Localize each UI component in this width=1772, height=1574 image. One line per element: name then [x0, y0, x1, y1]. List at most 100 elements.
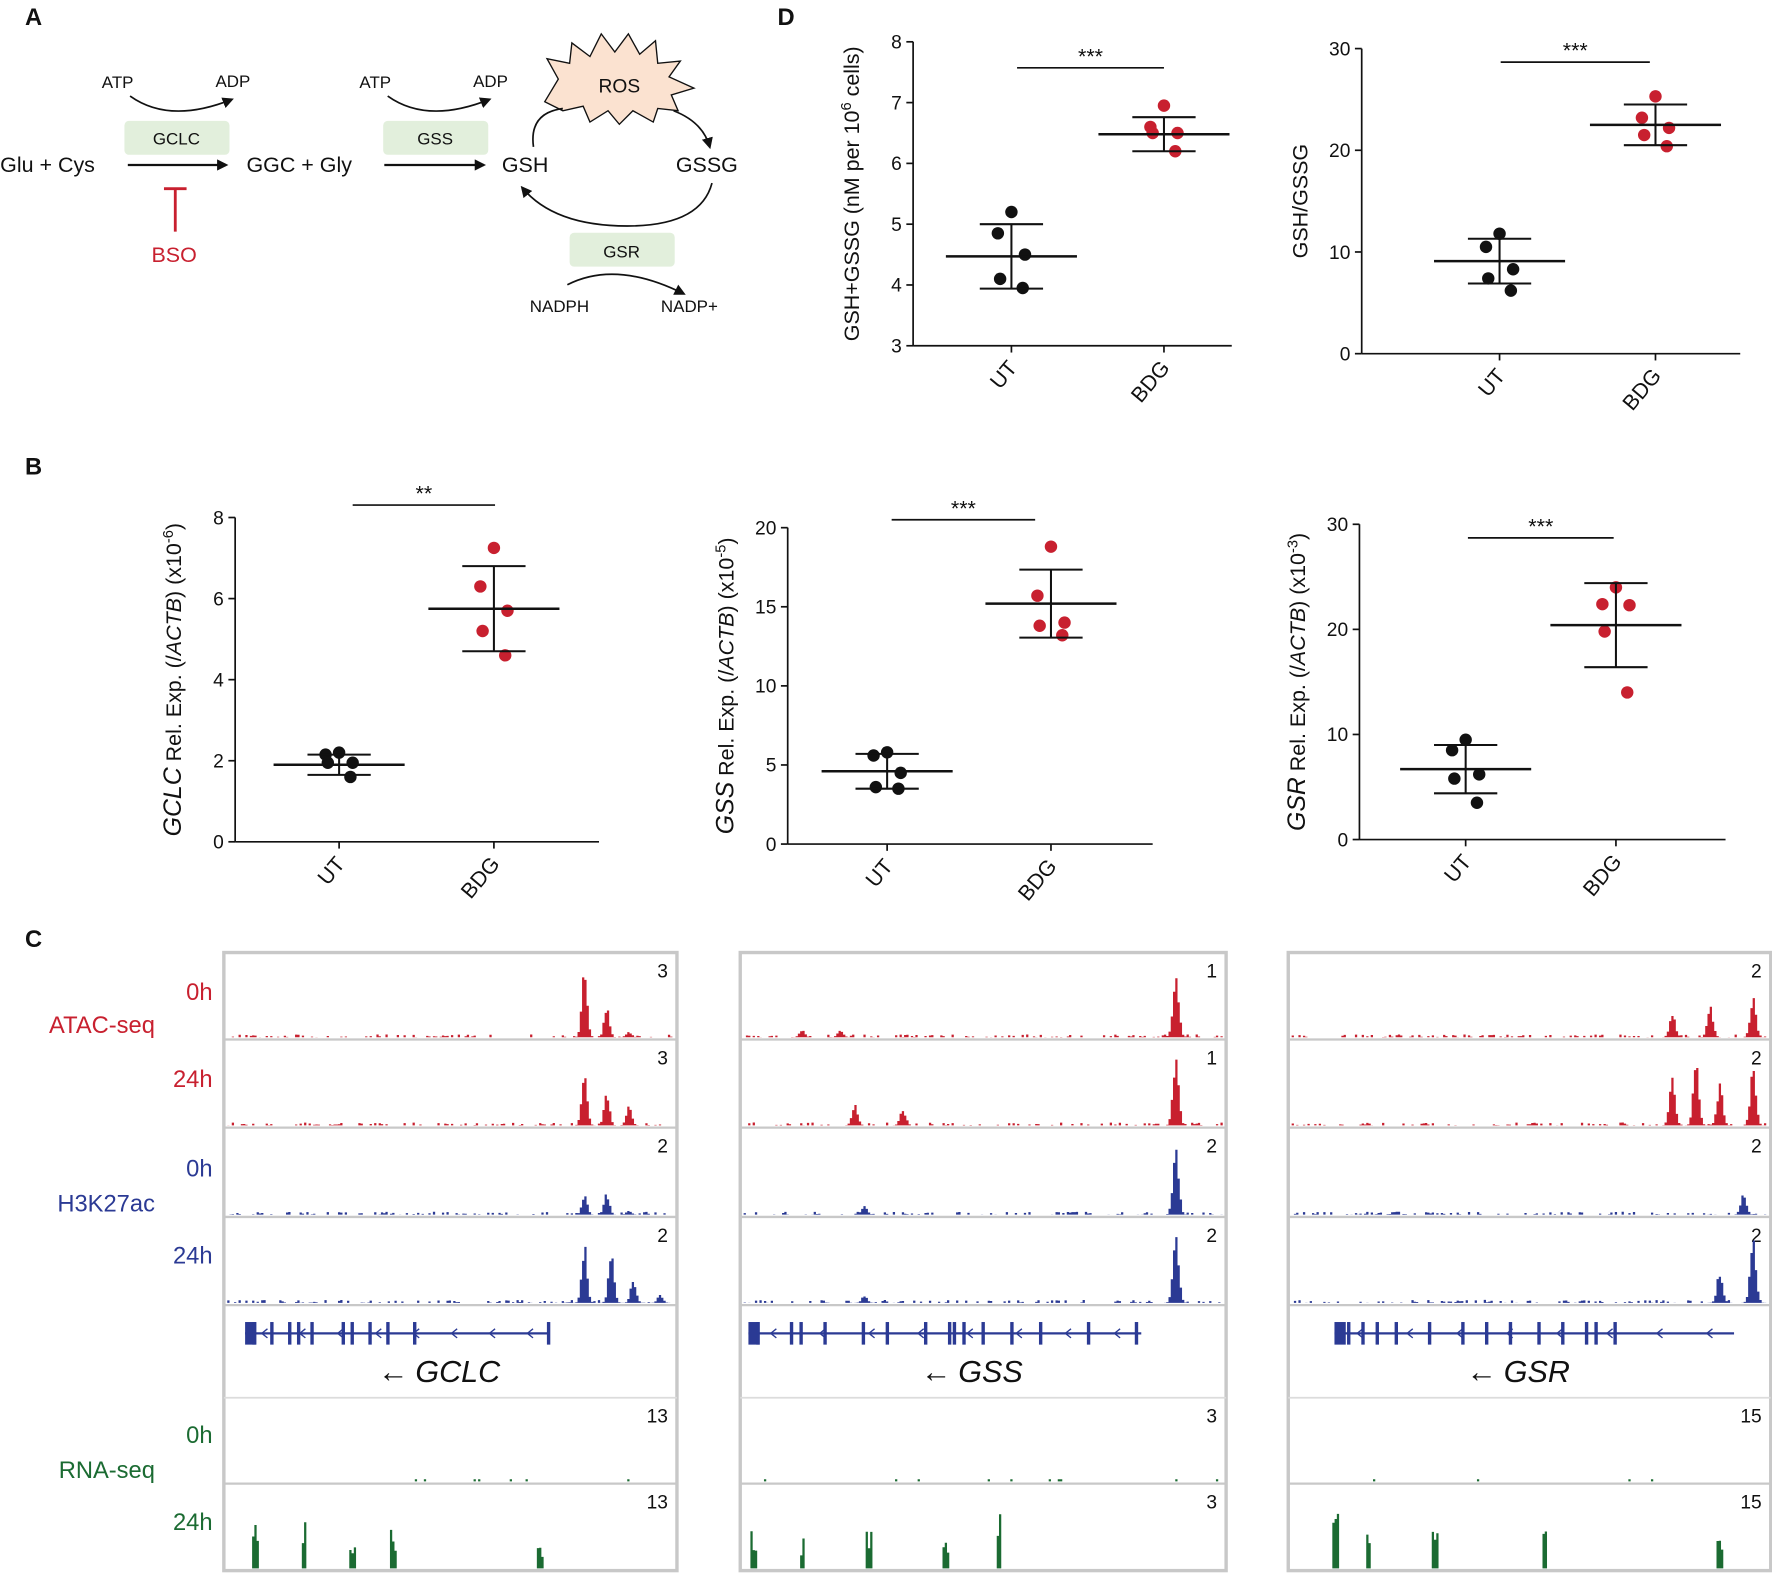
- y-tick-label: 6: [891, 154, 902, 175]
- strand-chevron-icon: [1655, 1328, 1663, 1339]
- data-point: [1058, 616, 1071, 629]
- y-axis-label: GSH+GSSG (nM per 106 cells): [839, 46, 864, 341]
- strand-chevron-icon: [526, 1328, 534, 1339]
- exon: [310, 1322, 314, 1345]
- strand-chevron-icon: [374, 1328, 382, 1339]
- signal-track: [743, 1479, 1223, 1482]
- locus-gclc: 3 3 2 2 13 13 ← GCLC: [222, 950, 679, 1573]
- exon: [1594, 1322, 1598, 1345]
- track-scale-label: 3: [657, 961, 668, 982]
- enzyme-gclc: GCLC: [153, 130, 200, 149]
- y-label-part: GSS: [712, 781, 739, 834]
- signal-track: [227, 977, 674, 1038]
- enzyme-gss: GSS: [417, 130, 453, 149]
- track-time-label: 0h: [186, 1423, 212, 1449]
- data-point: [1649, 90, 1662, 103]
- gssg-label: GSSG: [676, 153, 738, 177]
- track-scale-label: 2: [1751, 1137, 1762, 1158]
- series-bdg: [1098, 99, 1230, 158]
- gene-model: ← GSR: [1334, 1322, 1735, 1389]
- data-point: [332, 746, 346, 759]
- track-time-label: 0h: [186, 980, 212, 1006]
- cycle-arrow-reduction: [520, 182, 713, 227]
- data-point: [344, 770, 357, 784]
- y-label-part: cells): [840, 46, 864, 102]
- significance-stars: ***: [951, 496, 977, 520]
- y-tick-label: 4: [213, 670, 224, 691]
- adp-label: ADP: [215, 72, 250, 91]
- exon: [885, 1322, 890, 1345]
- atp-adp-arrow: [129, 95, 234, 112]
- scatter-chart-b-gclc: 0 2 4 6 8 UT BDG GCLC Rel. Exp. (/ACTB) (x10-6)…: [160, 482, 599, 903]
- exon: [1508, 1322, 1513, 1345]
- y-label-part: ): [1286, 533, 1310, 540]
- y-tick-label: 5: [766, 756, 777, 777]
- y-tick-label: 20: [1329, 141, 1350, 162]
- y-tick-label: 10: [755, 677, 776, 698]
- exon: [1347, 1322, 1351, 1345]
- y-axis-label: GSH/GSSG: [1288, 144, 1312, 258]
- strand-chevron-icon: [1455, 1328, 1464, 1339]
- y-tick-label: 2: [213, 752, 224, 773]
- exon: [1537, 1322, 1541, 1345]
- signal-track: [1291, 998, 1768, 1038]
- exon: [270, 1322, 274, 1345]
- data-point: [1157, 99, 1171, 112]
- strand-chevron-icon: [1406, 1328, 1414, 1339]
- panel-label-b: B: [25, 455, 42, 481]
- y-tick-label: 10: [1329, 243, 1350, 264]
- enzyme-box-gss: [383, 120, 489, 155]
- gene-name-label: ← GSS: [921, 1355, 1023, 1389]
- y-tick-label: 8: [213, 508, 224, 529]
- significance-stars: ***: [1078, 44, 1104, 68]
- data-point: [1637, 128, 1651, 142]
- exon: [296, 1322, 301, 1345]
- exon: [1375, 1322, 1379, 1345]
- exon: [1613, 1322, 1617, 1345]
- exon: [386, 1322, 390, 1345]
- strand-chevron-icon: [1605, 1328, 1613, 1339]
- track-scale-label: 1: [1206, 961, 1217, 982]
- exon: [1334, 1322, 1346, 1345]
- data-point: [1623, 598, 1636, 612]
- y-label-part: 6: [839, 102, 855, 110]
- track-scale-label: 2: [1751, 1226, 1762, 1247]
- y-label-part: ACTB: [714, 613, 738, 672]
- data-point: [894, 766, 907, 780]
- data-point: [1033, 619, 1046, 632]
- data-point: [1459, 733, 1472, 746]
- track-scale-label: 15: [1740, 1492, 1761, 1513]
- y-label-part: ) (x10: [714, 558, 738, 613]
- exon: [252, 1322, 256, 1345]
- nadph-arrow: [566, 273, 686, 295]
- y-label-part: GSH+GSSG (nM per 10: [840, 110, 864, 341]
- genome-browser-tracks: ATAC-seq 0h 24h H3K27ac 0h 24h RNA-seq 0h 24h 3 3 2…: [49, 950, 1772, 1573]
- y-tick-label: 4: [891, 276, 902, 297]
- locus-gss: 1 1 2 2 3 3 ← GSS: [738, 950, 1228, 1573]
- y-axis-label: GSR Rel. Exp. (/ACTB) (x10-3): [1284, 533, 1311, 831]
- exon: [546, 1322, 551, 1345]
- x-tick-label: UT: [1439, 850, 1476, 887]
- panel-label-a: A: [25, 5, 42, 31]
- y-label-part: ACTB: [162, 598, 186, 657]
- data-point: [1448, 772, 1461, 785]
- signal-track: [743, 1059, 1223, 1126]
- y-label-part: ): [714, 537, 738, 544]
- y-tick-label: 3: [891, 337, 902, 358]
- significance-stars: ***: [1528, 514, 1554, 538]
- series-bdg: [428, 541, 560, 662]
- strand-chevron-icon: [769, 1328, 777, 1339]
- series-bdg: [985, 540, 1117, 642]
- y-tick-label: 30: [1327, 515, 1348, 536]
- track-time-label: 24h: [173, 1067, 213, 1093]
- gene-name-label: ← GCLC: [378, 1355, 501, 1389]
- series-bdg: [1589, 90, 1722, 153]
- data-point: [346, 756, 359, 769]
- track-scale-label: 2: [1206, 1137, 1217, 1158]
- exon: [947, 1322, 952, 1345]
- track-assay-label: ATAC-seq: [49, 1013, 155, 1039]
- locus-gsr: 2 2 2 2 15 15 ← GSR: [1286, 950, 1772, 1573]
- locus-frame: [222, 950, 679, 1573]
- data-point: [1621, 686, 1634, 699]
